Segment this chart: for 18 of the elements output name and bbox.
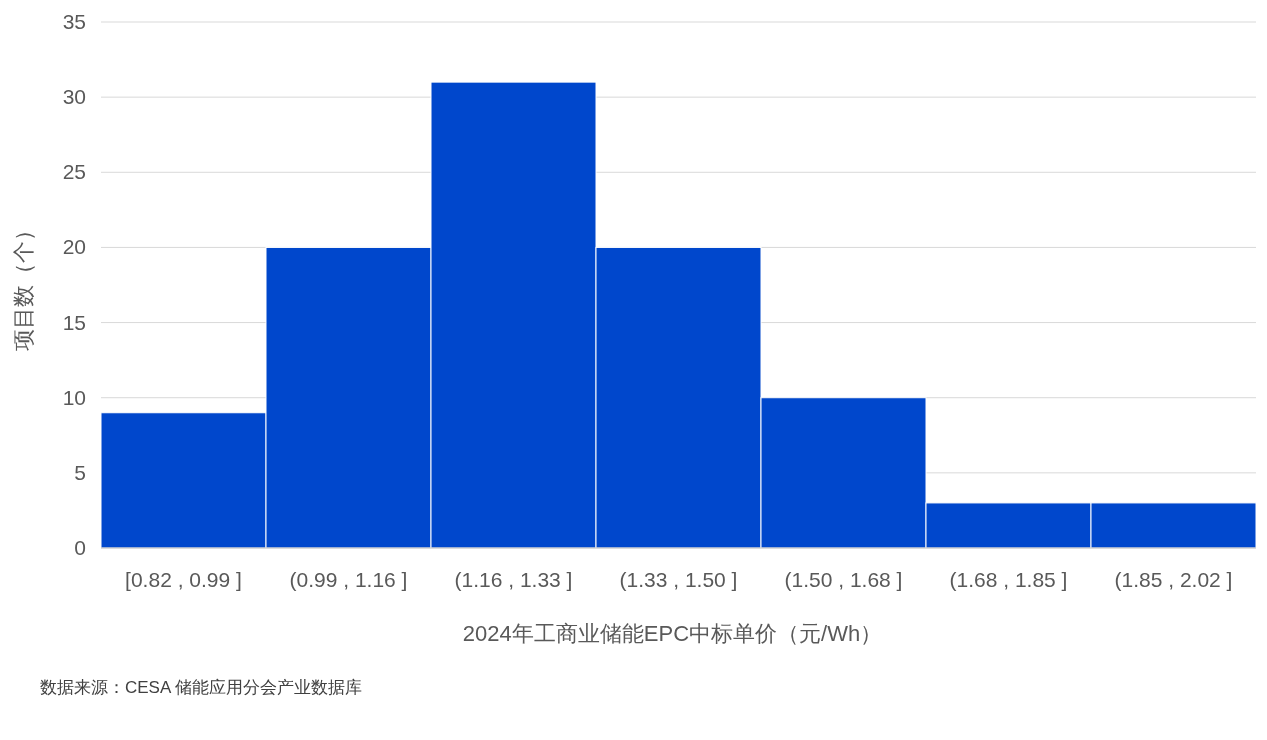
x-tick-label: (1.85 , 2.02 ]: [1114, 568, 1233, 591]
x-tick-label: (1.68 , 1.85 ]: [949, 568, 1068, 591]
y-tick-label: 0: [74, 536, 86, 559]
y-tick-label: 15: [62, 310, 86, 334]
x-tick-label: [0.82 , 0.99 ]: [125, 568, 242, 591]
y-axis-title: 项目数（个）: [11, 219, 36, 351]
x-tick-label: (1.16 , 1.33 ]: [454, 568, 573, 591]
y-tick-label: 25: [62, 160, 86, 184]
x-tick-label: (0.99 , 1.16 ]: [289, 568, 408, 591]
y-tick-label: 5: [74, 460, 86, 484]
y-tick-label: 10: [62, 385, 86, 409]
source-note: 数据来源：CESA 储能应用分会产业数据库: [40, 678, 363, 697]
y-tick-label: 30: [62, 85, 86, 109]
x-tick-label: (1.50 , 1.68 ]: [784, 568, 903, 591]
x-tick-label: (1.33 , 1.50 ]: [619, 568, 738, 591]
x-axis-title: 2024年工商业储能EPC中标单价（元/Wh）: [462, 621, 883, 646]
y-tick-label: 35: [62, 10, 86, 33]
y-tick-label: 20: [62, 235, 86, 259]
